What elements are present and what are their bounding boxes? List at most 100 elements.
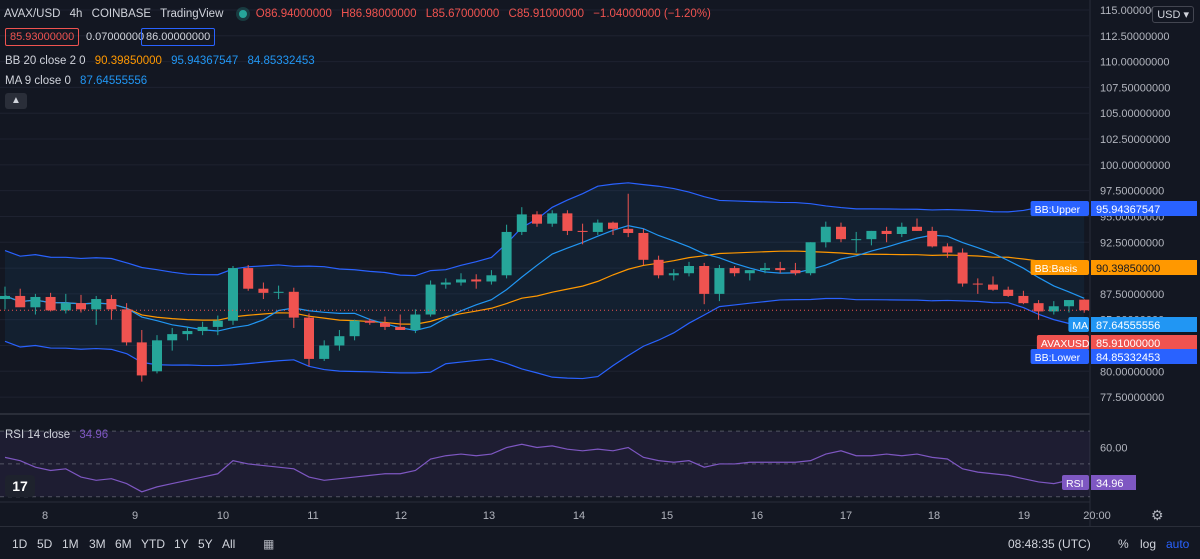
range-1m[interactable]: 1M (62, 537, 79, 551)
price-badge-name-bg (1030, 349, 1089, 364)
date-range-calendar-icon[interactable]: ▦ (263, 537, 275, 551)
candle (775, 268, 786, 271)
candle (395, 326, 406, 330)
price-badge-avaxusd: AVAXUSD 85.91000000 (1036, 335, 1197, 350)
candle (273, 291, 284, 293)
price-tick-label: 115.00000000 (1100, 5, 1170, 17)
range-1y[interactable]: 1Y (174, 537, 189, 551)
price-badge-name-bg (1030, 201, 1089, 216)
price-tick-label: 77.50000000 (1100, 392, 1164, 404)
time-tick-label: 15 (661, 510, 673, 522)
tradingview-logo-icon[interactable]: 17 (5, 475, 35, 497)
collapse-legend-icon[interactable]: ▲ (5, 93, 27, 109)
data-source: TradingView (160, 8, 224, 20)
symbol-name[interactable]: AVAX/USD (4, 8, 61, 20)
bb-legend[interactable]: BB 20 close 2 0 90.39850000 95.94367547 … (5, 55, 321, 67)
settings-gear-icon[interactable]: ⚙ (1151, 507, 1164, 523)
auto-scale-toggle[interactable]: auto (1166, 537, 1190, 551)
candle (319, 345, 330, 359)
range-all[interactable]: All (222, 537, 236, 551)
candle (744, 270, 755, 274)
range-ytd[interactable]: YTD (141, 537, 165, 551)
price-badge-value: 85.91000000 (1096, 338, 1160, 350)
candle (288, 291, 299, 318)
candle (106, 299, 117, 310)
range-6m[interactable]: 6M (115, 537, 132, 551)
candle (501, 231, 512, 276)
time-tick-label: 9 (132, 510, 138, 522)
range-1d[interactable]: 1D (12, 537, 28, 551)
price-badge-bb-upper: BB:Upper 95.94367547 (1030, 201, 1197, 216)
candle (790, 270, 801, 274)
range-5d[interactable]: 5D (37, 537, 53, 551)
time-tick-label: 19 (1018, 510, 1030, 522)
price-badge-value-bg (1091, 335, 1197, 350)
ma-label: MA 9 close 0 (5, 75, 71, 87)
candle (197, 326, 208, 332)
price-badge-name-bg (1030, 260, 1089, 275)
candle (729, 268, 740, 274)
candle (334, 336, 345, 346)
candle (152, 340, 162, 372)
candle (167, 334, 178, 341)
time-tick-label: 17 (840, 510, 852, 522)
percent-scale-toggle[interactable]: % (1118, 537, 1129, 551)
price-badge-bb-basis: BB:Basis 90.39850000 (1030, 260, 1197, 275)
candle (1033, 303, 1044, 312)
bb-basis-line (4, 250, 1085, 325)
buy-button[interactable]: 86.00000000 (141, 28, 216, 46)
range-5y[interactable]: 5Y (198, 537, 213, 551)
rsi-legend[interactable]: RSI 14 close 34.96 (5, 429, 114, 441)
sell-button[interactable]: 85.93000000 (5, 28, 80, 46)
price-badge-name: BB:Lower (1035, 352, 1081, 364)
price-badge-name: BB:Basis (1035, 263, 1078, 275)
clock[interactable]: 08:48:35 (UTC) (1008, 537, 1091, 551)
candle (1048, 306, 1059, 312)
price-tick-label: 80.00000000 (1100, 366, 1164, 378)
price-badge-ma: MA 87.64555556 (1068, 317, 1197, 332)
candle (988, 284, 998, 290)
candle (1018, 295, 1029, 304)
candle (805, 242, 816, 274)
spread-value: 0.07000000 (86, 31, 145, 43)
price-tick-label: 97.50000000 (1100, 186, 1164, 198)
candle (912, 226, 922, 231)
candle (547, 213, 558, 224)
log-scale-toggle[interactable]: log (1140, 537, 1157, 551)
candle (851, 239, 862, 241)
ohlc-high: H86.98000000 (341, 8, 417, 20)
exchange: COINBASE (91, 8, 152, 20)
candle (820, 226, 831, 243)
candle (592, 222, 603, 232)
price-tick-label: 110.00000000 (1100, 57, 1170, 69)
symbol-legend[interactable]: AVAX/USD 4h COINBASE TradingView O86.940… (4, 8, 717, 20)
price-badge-name: MA (1072, 320, 1088, 332)
ma-value: 87.64555556 (80, 75, 148, 87)
ma-legend[interactable]: MA 9 close 0 87.64555556 (5, 75, 153, 87)
candle (881, 230, 892, 234)
candle (608, 222, 618, 229)
rsi-badge-value: 34.96 (1096, 478, 1124, 490)
price-badge-bb-lower: BB:Lower 84.85332453 (1030, 349, 1197, 364)
bb-upper-line (4, 182, 1085, 277)
range-3m[interactable]: 3M (89, 537, 106, 551)
bottom-toolbar: 1D 5D 1M 3M 6M YTD 1Y 5Y All ▦ 08:48:35 … (0, 526, 1200, 559)
currency-button[interactable]: USD ▾ (1152, 6, 1194, 23)
time-tick-label: 18 (928, 510, 940, 522)
candle (653, 259, 664, 276)
bb-background-fill (5, 182, 1085, 379)
candle (972, 283, 983, 285)
price-badge-value: 90.39850000 (1096, 263, 1160, 275)
time-tick-label: 20:00 (1083, 510, 1111, 522)
candles-group (0, 193, 1090, 382)
candle (456, 279, 466, 283)
candle (91, 299, 102, 310)
bb-upper-value: 95.94367547 (171, 55, 239, 67)
time-tick-label: 11 (307, 510, 318, 522)
candle (623, 228, 634, 233)
interval[interactable]: 4h (69, 8, 83, 20)
rsi-tick-label: 60.00 (1100, 443, 1128, 455)
candle (0, 295, 10, 300)
rsi-label: RSI 14 close (5, 429, 71, 441)
